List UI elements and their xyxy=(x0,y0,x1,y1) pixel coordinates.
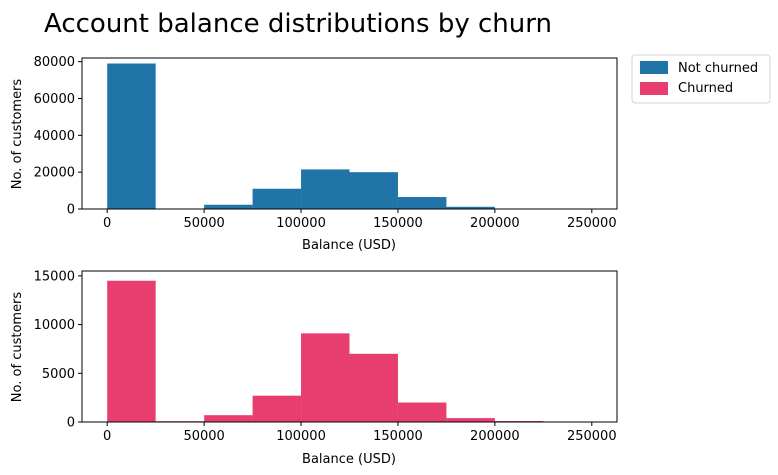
histogram-bar xyxy=(252,188,302,209)
x-tick-label: 100000 xyxy=(276,216,326,231)
x-tick-label: 250000 xyxy=(567,429,617,444)
y-axis-label: No. of customers xyxy=(10,292,25,403)
legend-swatch-not-churned xyxy=(640,61,668,74)
y-tick-label: 10000 xyxy=(34,318,75,333)
histogram-churned: No. of customers Balance (USD) 0 50000 100… xyxy=(10,269,618,467)
legend-entry-churned: Churned xyxy=(640,81,733,96)
y-tick-label: 0 xyxy=(67,416,75,431)
legend-swatch-churned xyxy=(640,82,668,95)
x-tick-label: 100000 xyxy=(276,429,326,444)
x-tick-label: 50000 xyxy=(183,429,224,444)
x-axis-label: Balance (USD) xyxy=(302,238,396,253)
legend-label-not-churned: Not churned xyxy=(678,61,758,76)
histogram-bar xyxy=(349,172,398,209)
histogram-not-churned: No. of customers Balance (USD) 0 50000 100… xyxy=(10,55,618,253)
x-tick-label: 150000 xyxy=(373,429,423,444)
chart-title: Account balance distributions by churn xyxy=(44,9,552,39)
legend-entry-not-churned: Not churned xyxy=(640,61,758,76)
plot-frame xyxy=(81,57,618,210)
x-tick-label: 0 xyxy=(103,216,111,231)
y-tick-label: 40000 xyxy=(34,129,75,144)
x-tick-label: 250000 xyxy=(567,216,617,231)
x-tick-label: 150000 xyxy=(373,216,423,231)
y-axis-label: No. of customers xyxy=(10,79,25,190)
x-axis-label: Balance (USD) xyxy=(302,452,396,467)
y-tick-label: 0 xyxy=(67,203,75,218)
x-tick-label: 200000 xyxy=(470,216,520,231)
y-tick-label: 60000 xyxy=(34,92,75,107)
y-tick-label: 15000 xyxy=(34,269,75,284)
legend: Not churned Churned xyxy=(631,54,771,104)
x-tick-label: 50000 xyxy=(183,216,224,231)
x-tick-label: 200000 xyxy=(470,429,520,444)
histogram-bar xyxy=(397,402,447,422)
histogram-bar xyxy=(204,415,253,422)
y-tick-label: 20000 xyxy=(34,166,75,181)
plot-frame xyxy=(81,270,618,423)
y-tick-label: 5000 xyxy=(42,367,75,382)
histogram-bar xyxy=(107,280,156,422)
x-tick-label: 0 xyxy=(103,429,111,444)
histogram-bar xyxy=(446,418,495,422)
histogram-bar xyxy=(397,197,447,209)
y-tick-label: 80000 xyxy=(34,55,75,70)
legend-label-churned: Churned xyxy=(678,81,733,96)
histogram-bar xyxy=(107,63,156,209)
histogram-bar xyxy=(349,353,398,422)
histogram-bar xyxy=(301,333,350,422)
histogram-bar xyxy=(301,169,350,209)
histogram-bar xyxy=(252,395,302,422)
histogram-bar xyxy=(204,204,253,209)
histogram-bar xyxy=(446,206,495,209)
